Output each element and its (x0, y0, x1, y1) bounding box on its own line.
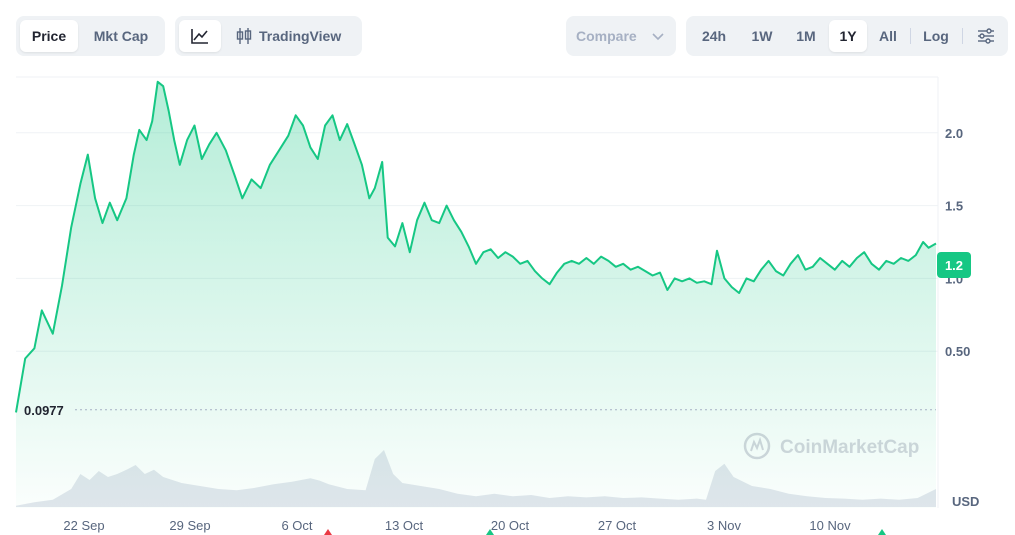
coinmarketcap-logo-mark (750, 436, 764, 452)
range-tabs: 24h 1W 1M 1Y All Log (686, 16, 1008, 56)
sliders-icon (978, 28, 994, 44)
event-marker (878, 529, 886, 535)
metric-tabs: Price Mkt Cap (16, 16, 165, 56)
baseline-label: 0.0977 (24, 403, 64, 418)
x-tick-label: 20 Oct (491, 518, 530, 533)
price-line (15, 80, 937, 413)
range-1m[interactable]: 1M (796, 28, 816, 44)
x-tick-label: 27 Oct (598, 518, 637, 533)
y-axis-labels: 0.501.01.52.0 (945, 126, 970, 359)
price-tab[interactable]: Price (20, 20, 78, 52)
line-chart-icon (191, 29, 208, 44)
coinmarketcap-logo-icon (743, 432, 771, 460)
x-axis-labels: 22 Sep 29 Sep 6 Oct 13 Oct 20 Oct 27 Oct 3 Nov… (63, 518, 851, 533)
settings-button[interactable] (970, 20, 1002, 52)
range-all[interactable]: All (879, 28, 897, 44)
y-tick-label: 2.0 (945, 126, 963, 141)
currency-label: USD (952, 494, 979, 509)
chevron-down-icon (652, 33, 664, 41)
divider (910, 28, 911, 44)
current-price-label: 1.2 (945, 258, 963, 273)
compare-label: Compare (576, 28, 637, 44)
candlestick-icon (236, 28, 252, 44)
x-tick-label: 29 Sep (169, 518, 210, 533)
price-area-fill (16, 81, 936, 509)
x-tick-label: 6 Oct (281, 518, 312, 533)
divider (962, 28, 963, 44)
line-chart-button[interactable] (179, 20, 221, 52)
current-price-badge (937, 252, 971, 278)
watermark-text: CoinMarketCap (780, 437, 919, 458)
x-tick-label: 22 Sep (63, 518, 104, 533)
event-marker (324, 529, 332, 535)
event-marker (486, 529, 494, 535)
compare-dropdown[interactable]: Compare (566, 16, 676, 56)
y-tick-label: 1.5 (945, 199, 963, 214)
mkt-cap-tab[interactable]: Mkt Cap (93, 28, 149, 44)
coinmarketcap-watermark: CoinMarketCap (743, 432, 919, 460)
range-1y[interactable]: 1Y (829, 20, 867, 52)
y-tick-label: 0.50 (945, 344, 970, 359)
tradingview-label: TradingView (259, 28, 342, 44)
tradingview-button[interactable]: TradingView (227, 20, 359, 52)
range-1w[interactable]: 1W (751, 28, 773, 44)
price-chart[interactable]: 0.501.01.52.0 0.0977 CoinMarketCap 1.2 U… (0, 60, 1015, 535)
x-tick-label: 10 Nov (809, 518, 851, 533)
chart-type-tabs: TradingView (175, 16, 362, 56)
range-24h[interactable]: 24h (701, 28, 727, 44)
log-toggle[interactable]: Log (923, 28, 949, 44)
x-tick-label: 3 Nov (707, 518, 741, 533)
x-tick-label: 13 Oct (385, 518, 424, 533)
